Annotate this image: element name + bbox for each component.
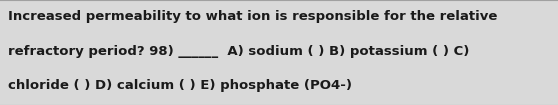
Text: refractory period? 98) ______  A) sodium ( ) B) potassium ( ) C): refractory period? 98) ______ A) sodium … xyxy=(8,45,470,58)
Text: chloride ( ) D) calcium ( ) E) phosphate (PO4-): chloride ( ) D) calcium ( ) E) phosphate… xyxy=(8,79,352,92)
Text: Increased permeability to what ion is responsible for the relative: Increased permeability to what ion is re… xyxy=(8,10,498,23)
